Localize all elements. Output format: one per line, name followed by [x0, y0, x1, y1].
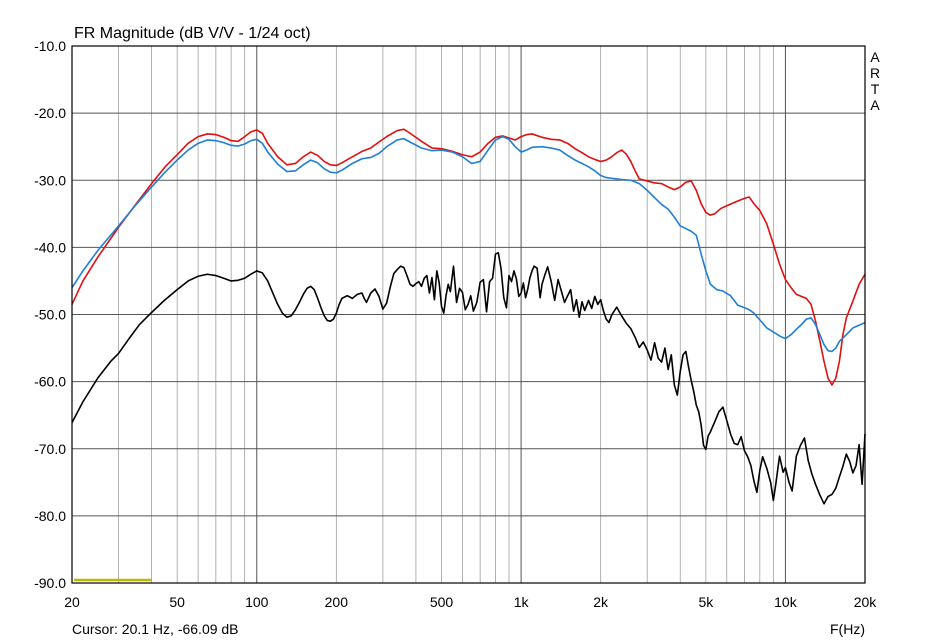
series-line-blue [71, 135, 866, 353]
x-tick-label: 50 [169, 594, 185, 610]
y-tick-label: -30.0 [34, 172, 66, 188]
plot-frame [71, 45, 866, 584]
y-tick-label: -80.0 [34, 508, 66, 524]
x-tick-label: 200 [325, 594, 349, 610]
series-group [71, 128, 866, 505]
brand-letter: A [870, 49, 880, 65]
y-tick-label: -60.0 [34, 374, 66, 390]
x-tick-label: 500 [430, 594, 454, 610]
y-tick-label: -20.0 [34, 105, 66, 121]
x-tick-labels: 20 50 100 200 500 1k 2k 5k 10k 20k [64, 594, 877, 610]
x-axis-label: F(Hz) [830, 621, 865, 637]
x-tick-label: 1k [514, 594, 530, 610]
brand-letter: T [871, 81, 880, 97]
x-tick-label: 5k [698, 594, 714, 610]
x-tick-label: 100 [245, 594, 269, 610]
x-tick-label: 2k [593, 594, 609, 610]
cursor-readout: Cursor: 20.1 Hz, -66.09 dB [72, 621, 239, 637]
y-tick-label: -70.0 [34, 441, 66, 457]
x-tick-label: 10k [774, 594, 798, 610]
brand-letter: A [870, 97, 880, 113]
y-tick-label: -90.0 [34, 575, 66, 591]
y-tick-label: -10.0 [34, 38, 66, 54]
x-tick-label: 20k [854, 594, 878, 610]
x-tick-label: 20 [64, 594, 80, 610]
series-line-red [71, 128, 866, 386]
y-tick-label: -50.0 [34, 307, 66, 323]
brand-letter: R [870, 65, 880, 81]
series-line-black [71, 251, 866, 505]
y-tick-label: -40.0 [34, 239, 66, 255]
y-tick-labels: -10.0 -20.0 -30.0 -40.0 -50.0 -60.0 -70.0 -80.0… [34, 38, 66, 591]
grid-lines [72, 46, 865, 583]
chart-title: FR Magnitude (dB V/V - 1/24 oct) [74, 25, 311, 42]
